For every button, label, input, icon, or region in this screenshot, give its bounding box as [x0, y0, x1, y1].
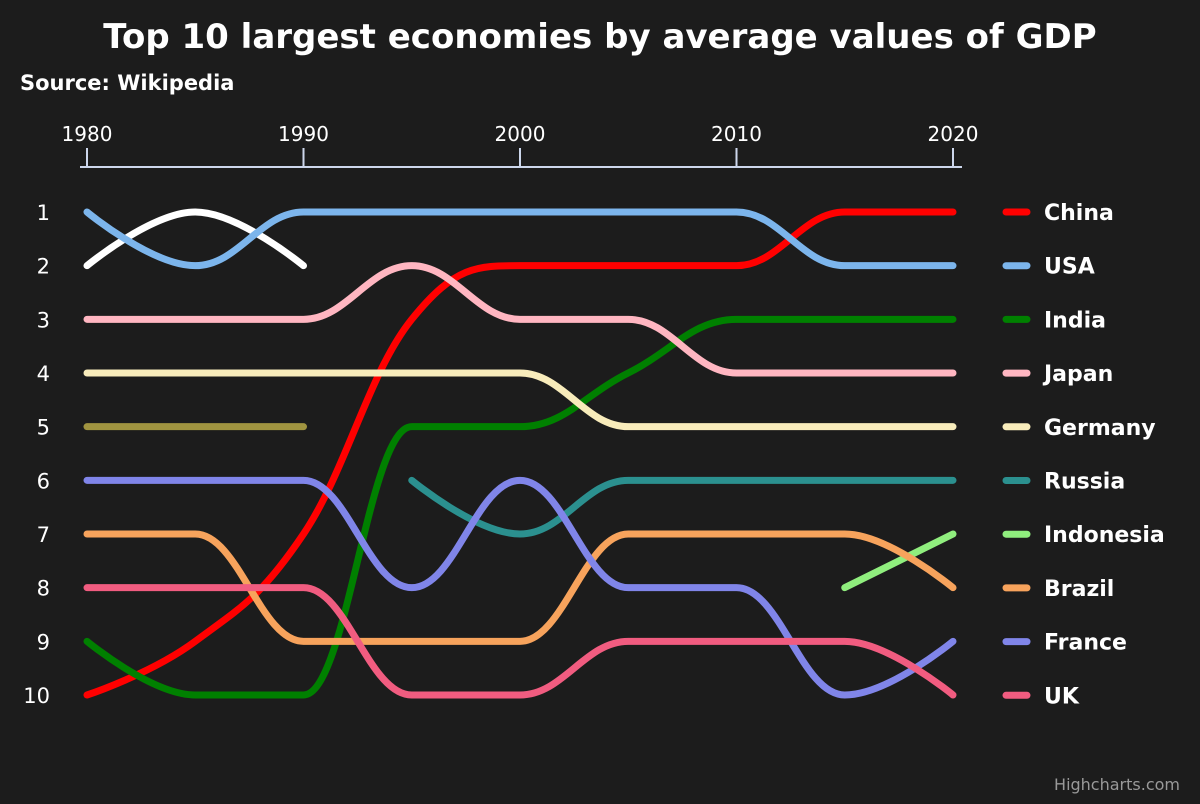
series-line-uk[interactable]	[83, 584, 957, 699]
chart-title: Top 10 largest economies by average valu…	[103, 17, 1096, 57]
legend-label: France	[1044, 631, 1127, 656]
y-tick-label: 3	[37, 308, 50, 332]
series-line-france[interactable]	[83, 476, 957, 699]
y-tick-label: 5	[37, 416, 50, 440]
x-tick-label: 2010	[711, 122, 762, 146]
x-tick-label: 1990	[278, 122, 329, 146]
legend-label: Indonesia	[1044, 523, 1165, 548]
legend: China USA India Japan Germany Russia Indonesia…	[1002, 201, 1165, 709]
x-tick-label: 1980	[62, 122, 113, 146]
legend-label: USA	[1044, 255, 1095, 280]
legend-item-brazil[interactable]: Brazil	[1002, 577, 1114, 602]
legend-item-germany[interactable]: Germany	[1002, 416, 1156, 441]
x-axis: 1980 1990 2000 2010 2020	[62, 122, 979, 168]
x-tick-label: 2000	[495, 122, 546, 146]
credits-link[interactable]: Highcharts.com	[1054, 775, 1180, 794]
series-line-russia[interactable]	[408, 476, 957, 538]
legend-label: Germany	[1044, 416, 1156, 441]
legend-label: Russia	[1044, 470, 1125, 495]
x-tick-label: 2020	[928, 122, 979, 146]
series-line-unnamed-0[interactable]	[83, 208, 307, 270]
series-line-germany[interactable]	[83, 369, 957, 431]
y-tick-label: 7	[37, 523, 50, 547]
legend-item-japan[interactable]: Japan	[1002, 362, 1113, 387]
series-line-japan[interactable]	[83, 262, 957, 377]
legend-label: UK	[1044, 684, 1080, 709]
series-line-brazil[interactable]	[83, 530, 957, 645]
y-axis: 1 2 3 4 5 6 7 8 9 10	[23, 201, 50, 708]
legend-item-indonesia[interactable]: Indonesia	[1002, 523, 1165, 548]
y-tick-label: 8	[37, 577, 50, 601]
legend-label: India	[1044, 308, 1106, 333]
legend-label: China	[1044, 201, 1114, 226]
legend-label: Japan	[1042, 362, 1113, 387]
y-tick-label: 10	[23, 684, 50, 708]
legend-item-china[interactable]: China	[1002, 201, 1114, 226]
y-tick-label: 6	[37, 469, 50, 493]
series-line-usa[interactable]	[83, 208, 957, 270]
legend-item-russia[interactable]: Russia	[1002, 470, 1125, 495]
legend-label: Brazil	[1044, 577, 1114, 602]
y-tick-label: 9	[37, 630, 50, 654]
y-tick-label: 1	[37, 201, 50, 225]
y-tick-label: 4	[37, 362, 50, 386]
y-tick-label: 2	[37, 255, 50, 279]
series-line-china[interactable]	[83, 208, 957, 699]
series-line-india[interactable]	[83, 315, 957, 699]
legend-item-india[interactable]: India	[1002, 308, 1106, 333]
legend-item-uk[interactable]: UK	[1002, 684, 1080, 709]
series-line-indonesia[interactable]	[841, 530, 957, 592]
series-group	[83, 208, 957, 699]
legend-item-france[interactable]: France	[1002, 631, 1127, 656]
chart-subtitle: Source: Wikipedia	[20, 71, 234, 95]
legend-item-usa[interactable]: USA	[1002, 255, 1095, 280]
